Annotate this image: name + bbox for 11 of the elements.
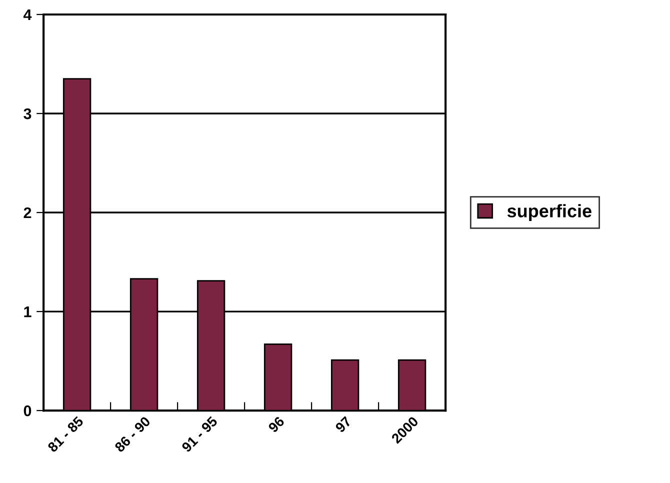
legend-label: superficie — [507, 204, 592, 221]
x-tick-label: 97 — [334, 416, 352, 434]
y-tick-label: 2 — [24, 207, 32, 218]
y-tick-label: 4 — [23, 10, 32, 20]
y-tick-label: 1 — [24, 306, 32, 318]
x-tick-label: 86 - 90 — [114, 416, 151, 453]
x-tick-label: 96 — [268, 416, 285, 434]
y-tick-label: 0 — [24, 405, 32, 416]
y-tick-label: 3 — [24, 108, 32, 120]
x-tick-label: 81 - 85 — [47, 416, 84, 453]
x-tick-label: 91 - 95 — [181, 416, 218, 453]
